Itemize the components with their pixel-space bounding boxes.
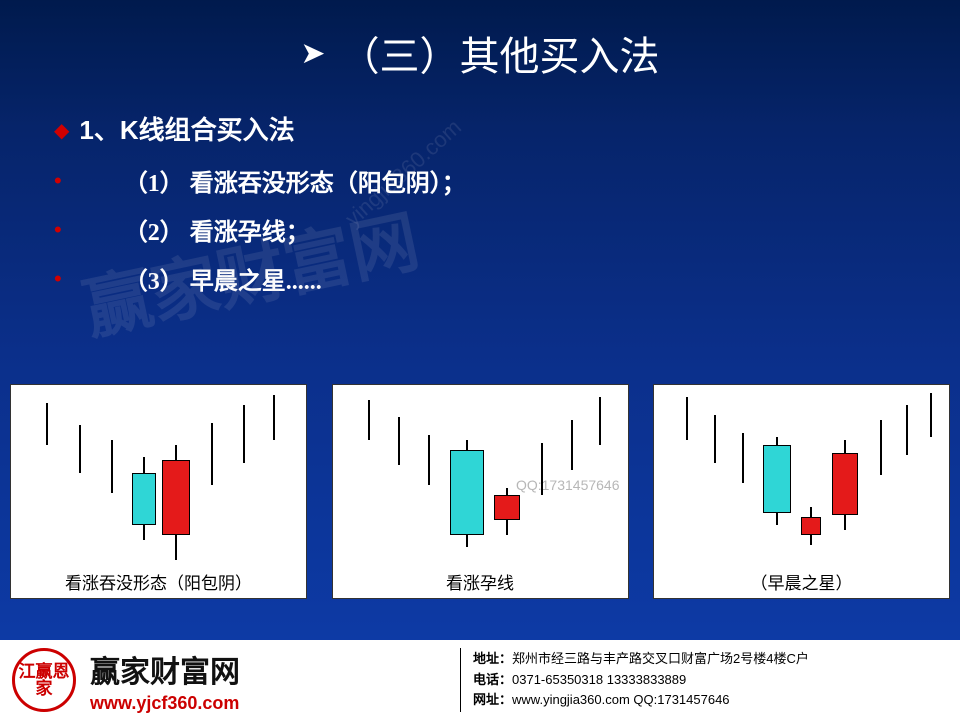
- candlestick-chart: QQ:1731457646: [333, 385, 628, 563]
- bullet-icon: •: [54, 170, 62, 192]
- list-item: • （1） 看涨吞没形态（阳包阴）；: [0, 153, 960, 202]
- subtitle-row: ◆ 1、K线组合买入法: [0, 90, 960, 153]
- watermark-qq: QQ:1731457646: [516, 477, 620, 493]
- contact-block: 地址：郑州市经三路与丰产路交叉口财富广场2号楼4楼C户 电话：0371-6535…: [473, 649, 809, 711]
- contact-web: 网址：www.yingjia360.com QQ:1731457646: [473, 690, 809, 711]
- contact-phone: 电话：0371-65350318 13333833889: [473, 670, 809, 691]
- contact-address: 地址：郑州市经三路与丰产路交叉口财富广场2号楼4楼C户: [473, 649, 809, 670]
- presentation-slide: 赢家财富网 yingjia360.com ➤ （三）其他买入法 ◆ 1、K线组合…: [0, 0, 960, 640]
- slide-title: （三）其他买入法: [340, 24, 660, 82]
- diamond-bullet-icon: ◆: [54, 118, 69, 143]
- bullet-icon: •: [54, 219, 62, 241]
- subtitle-text: 1、K线组合买入法: [79, 110, 294, 147]
- chart-caption: 看涨吞没形态（阳包阴）: [11, 563, 306, 598]
- brand-name: 赢家财富网: [90, 647, 240, 691]
- bullet-icon: •: [54, 268, 62, 290]
- chart-caption: 看涨孕线: [333, 563, 628, 598]
- chart-caption: （早晨之星）: [654, 563, 949, 598]
- chart-row: 看涨吞没形态（阳包阴） QQ:1731457646 看涨孕线 （早晨之星）: [0, 384, 960, 602]
- slide-title-row: ➤ （三）其他买入法: [0, 0, 960, 90]
- chart-panel-3: （早晨之星）: [653, 384, 950, 599]
- brand-url: www.yjcf360.com: [90, 693, 240, 714]
- brand-seal-icon: 江赢恩家: [12, 648, 76, 712]
- branding-footer: 江赢恩家 赢家财富网 www.yjcf360.com 地址：郑州市经三路与丰产路…: [0, 640, 960, 720]
- chart-panel-2: QQ:1731457646 看涨孕线: [332, 384, 629, 599]
- title-arrow-icon: ➤: [300, 36, 325, 71]
- chart-panel-1: 看涨吞没形态（阳包阴）: [10, 384, 307, 599]
- footer-divider: [460, 648, 461, 712]
- candlestick-chart: [654, 385, 949, 563]
- seal-text: 江赢恩家: [15, 663, 73, 697]
- candlestick-chart: [11, 385, 306, 563]
- brand-block: 赢家财富网 www.yjcf360.com: [90, 647, 240, 714]
